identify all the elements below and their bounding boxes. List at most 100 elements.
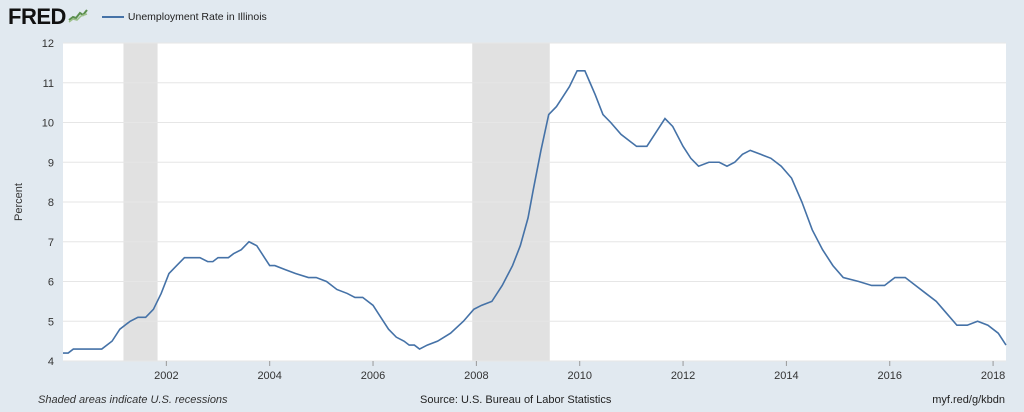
data-point[interactable] bbox=[546, 112, 551, 117]
data-point[interactable] bbox=[371, 303, 376, 308]
data-point[interactable] bbox=[334, 287, 339, 292]
data-point[interactable] bbox=[681, 144, 686, 149]
data-point[interactable] bbox=[575, 68, 580, 73]
data-point[interactable] bbox=[197, 255, 202, 260]
data-point[interactable] bbox=[159, 291, 164, 296]
data-point[interactable] bbox=[324, 279, 329, 284]
series-line-unemployment-illinois[interactable] bbox=[63, 70, 1007, 354]
data-point[interactable] bbox=[226, 255, 231, 260]
data-point[interactable] bbox=[662, 116, 667, 121]
data-point[interactable] bbox=[582, 68, 587, 73]
data-point[interactable] bbox=[965, 323, 970, 328]
data-point[interactable] bbox=[314, 275, 319, 280]
data-point[interactable] bbox=[608, 120, 613, 125]
data-point[interactable] bbox=[944, 311, 949, 316]
data-point[interactable] bbox=[841, 275, 846, 280]
data-point[interactable] bbox=[820, 247, 825, 252]
data-point[interactable] bbox=[510, 263, 515, 268]
data-point[interactable] bbox=[588, 80, 593, 85]
data-point[interactable] bbox=[190, 255, 195, 260]
data-point[interactable] bbox=[954, 323, 959, 328]
data-point[interactable] bbox=[629, 140, 634, 145]
data-point[interactable] bbox=[634, 144, 639, 149]
data-point[interactable] bbox=[128, 319, 133, 324]
data-point[interactable] bbox=[293, 271, 298, 276]
data-point[interactable] bbox=[254, 243, 259, 248]
data-point[interactable] bbox=[559, 96, 564, 101]
data-point[interactable] bbox=[386, 327, 391, 332]
data-point[interactable] bbox=[593, 92, 598, 97]
data-point[interactable] bbox=[996, 331, 1001, 336]
data-point[interactable] bbox=[531, 188, 536, 193]
data-point[interactable] bbox=[732, 160, 737, 165]
data-point[interactable] bbox=[688, 156, 693, 161]
data-point[interactable] bbox=[600, 112, 605, 117]
data-point[interactable] bbox=[856, 279, 861, 284]
data-point[interactable] bbox=[934, 299, 939, 304]
data-point[interactable] bbox=[461, 319, 466, 324]
data-point[interactable] bbox=[174, 263, 179, 268]
data-point[interactable] bbox=[151, 307, 156, 312]
data-point[interactable] bbox=[66, 351, 71, 356]
data-point[interactable] bbox=[500, 283, 505, 288]
data-point[interactable] bbox=[892, 275, 897, 280]
data-point[interactable] bbox=[345, 291, 350, 296]
data-point[interactable] bbox=[670, 124, 675, 129]
data-point[interactable] bbox=[696, 164, 701, 169]
data-point[interactable] bbox=[352, 295, 357, 300]
data-point[interactable] bbox=[644, 144, 649, 149]
data-point[interactable] bbox=[267, 263, 272, 268]
data-point[interactable] bbox=[182, 255, 187, 260]
data-point[interactable] bbox=[830, 263, 835, 268]
data-point[interactable] bbox=[417, 347, 422, 352]
data-point[interactable] bbox=[655, 128, 660, 133]
data-point[interactable] bbox=[239, 247, 244, 252]
data-point[interactable] bbox=[479, 303, 484, 308]
data-point[interactable] bbox=[619, 132, 624, 137]
data-point[interactable] bbox=[86, 347, 91, 352]
data-point[interactable] bbox=[768, 156, 773, 161]
data-point[interactable] bbox=[71, 347, 76, 352]
data-point[interactable] bbox=[378, 315, 383, 320]
data-point[interactable] bbox=[923, 291, 928, 296]
data-point[interactable] bbox=[789, 176, 794, 181]
data-point[interactable] bbox=[247, 239, 252, 244]
data-point[interactable] bbox=[110, 339, 115, 344]
data-point[interactable] bbox=[985, 323, 990, 328]
data-point[interactable] bbox=[216, 255, 221, 260]
data-point[interactable] bbox=[143, 315, 148, 320]
data-point[interactable] bbox=[717, 160, 722, 165]
data-point[interactable] bbox=[435, 339, 440, 344]
data-point[interactable] bbox=[99, 347, 104, 352]
fred-logo[interactable]: FRED bbox=[8, 4, 66, 29]
data-point[interactable] bbox=[166, 271, 171, 276]
data-point[interactable] bbox=[779, 164, 784, 169]
data-point[interactable] bbox=[412, 343, 417, 348]
data-point[interactable] bbox=[210, 259, 215, 264]
data-point[interactable] bbox=[448, 331, 453, 336]
data-point[interactable] bbox=[407, 343, 412, 348]
data-point[interactable] bbox=[394, 335, 399, 340]
data-point[interactable] bbox=[135, 315, 140, 320]
data-point[interactable] bbox=[360, 295, 365, 300]
data-point[interactable] bbox=[61, 351, 66, 356]
data-point[interactable] bbox=[748, 148, 753, 153]
data-point[interactable] bbox=[903, 275, 908, 280]
data-point[interactable] bbox=[489, 299, 494, 304]
data-point[interactable] bbox=[231, 251, 236, 256]
data-point[interactable] bbox=[262, 255, 267, 260]
data-point[interactable] bbox=[740, 152, 745, 157]
data-point[interactable] bbox=[538, 148, 543, 153]
data-point[interactable] bbox=[706, 160, 711, 165]
data-point[interactable] bbox=[869, 283, 874, 288]
short-link[interactable]: myf.red/g/kbdn bbox=[932, 394, 1005, 406]
data-point[interactable] bbox=[554, 104, 559, 109]
data-point[interactable] bbox=[758, 152, 763, 157]
data-point[interactable] bbox=[306, 275, 311, 280]
data-point[interactable] bbox=[425, 343, 430, 348]
data-point[interactable] bbox=[567, 84, 572, 89]
data-point[interactable] bbox=[799, 200, 804, 205]
data-point[interactable] bbox=[117, 327, 122, 332]
data-point[interactable] bbox=[471, 307, 476, 312]
